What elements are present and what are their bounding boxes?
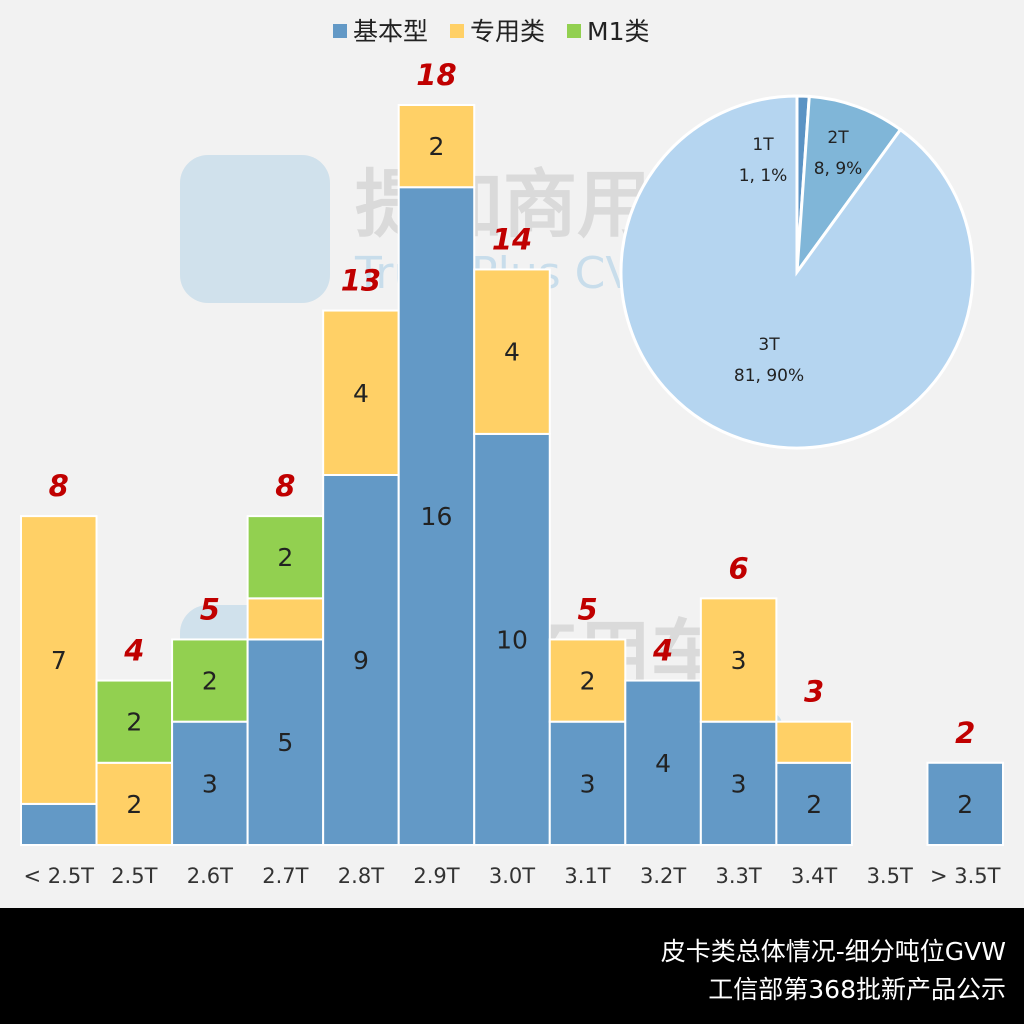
x-tick-label: 2.6T [187, 864, 233, 888]
x-tick-label: 3.4T [791, 864, 837, 888]
total-label: 8 [49, 469, 69, 503]
bar-segment [548, 638, 627, 723]
pie-label-value: 1, 1% [739, 166, 788, 186]
legend-label: 专用类 [470, 17, 545, 46]
segment-label: 2 [277, 543, 293, 572]
watermark-logo [180, 155, 330, 303]
bar-segment [699, 597, 778, 723]
pie-label-name: 3T [758, 335, 780, 355]
segment-label: 2 [580, 667, 596, 696]
segment-label: 4 [353, 379, 369, 408]
bar-segment [246, 515, 325, 600]
x-tick-label: 3.3T [715, 864, 761, 888]
segment-label: 10 [496, 625, 528, 654]
footer-title: 皮卡类总体情况-细分吨位GVW [660, 937, 1006, 966]
legend-label: M1类 [587, 17, 649, 46]
segment-label: 4 [655, 749, 671, 778]
legend-swatch [450, 24, 464, 38]
total-label: 2 [955, 716, 975, 750]
bar-segment [246, 597, 325, 641]
segment-label: 2 [202, 667, 218, 696]
segment-label: 2 [126, 708, 142, 737]
footer: 皮卡类总体情况-细分吨位GVW 工信部第368批新产品公示 [0, 908, 1024, 1024]
segment-label: 3 [202, 769, 218, 798]
segment-label: 5 [277, 728, 293, 757]
x-tick-label: 2.7T [262, 864, 308, 888]
bar-segment [20, 515, 98, 805]
pie-slice [619, 94, 975, 450]
x-tick-label: < 2.5T [24, 864, 95, 888]
x-tick-label: 2.5T [111, 864, 157, 888]
segment-label: 2 [126, 790, 142, 819]
total-label: 18 [416, 58, 456, 92]
total-label: 4 [652, 634, 673, 668]
segment-label: 3 [580, 769, 596, 798]
segment-label: 2 [806, 790, 822, 819]
legend-swatch [333, 24, 347, 38]
x-tick-label: > 3.5T [930, 864, 1001, 888]
total-label: 8 [275, 469, 295, 503]
pie-label-value: 81, 90% [734, 366, 804, 386]
segment-label: 3 [731, 769, 747, 798]
x-tick-label: 3.0T [489, 864, 535, 888]
segment-label: 3 [731, 646, 747, 675]
total-label: 5 [200, 592, 220, 626]
bar-segment [171, 638, 249, 723]
bar-segment [699, 720, 778, 847]
pie-label-name: 2T [827, 128, 849, 148]
bar-segment [20, 802, 98, 847]
x-tick-label: 3.1T [564, 864, 610, 888]
segment-label: 16 [421, 502, 453, 531]
x-tick-label: 3.2T [640, 864, 686, 888]
bar-segment [548, 720, 627, 847]
x-tick-label: 3.5T [867, 864, 913, 888]
segment-label: 4 [504, 338, 520, 367]
x-tick-label: 2.8T [338, 864, 384, 888]
x-tick-label: 2.9T [413, 864, 459, 888]
total-label: 13 [341, 264, 381, 298]
total-label: 4 [123, 634, 144, 668]
bar-segment [473, 268, 551, 435]
bar-segment [95, 679, 174, 764]
pie-label-name: 1T [752, 135, 774, 155]
bar-segment [397, 104, 476, 189]
pie-label-value: 8, 9% [814, 159, 863, 179]
bar-segment [775, 720, 853, 764]
bar-segment [926, 761, 1005, 846]
segment-label: 2 [957, 790, 973, 819]
pie-slice [795, 94, 903, 278]
footer-subtitle: 工信部第368批新产品公示 [708, 975, 1006, 1004]
legend-label: 基本型 [353, 17, 428, 46]
total-label: 3 [804, 675, 824, 709]
bar-segment [322, 309, 400, 476]
total-label: 14 [492, 222, 532, 256]
segment-label: 7 [51, 646, 67, 675]
bar-segment [624, 679, 702, 846]
segment-label: 9 [353, 646, 369, 675]
total-label: 6 [729, 551, 749, 585]
total-label: 5 [577, 592, 597, 626]
legend-swatch [567, 24, 581, 38]
segment-label: 2 [429, 132, 445, 161]
